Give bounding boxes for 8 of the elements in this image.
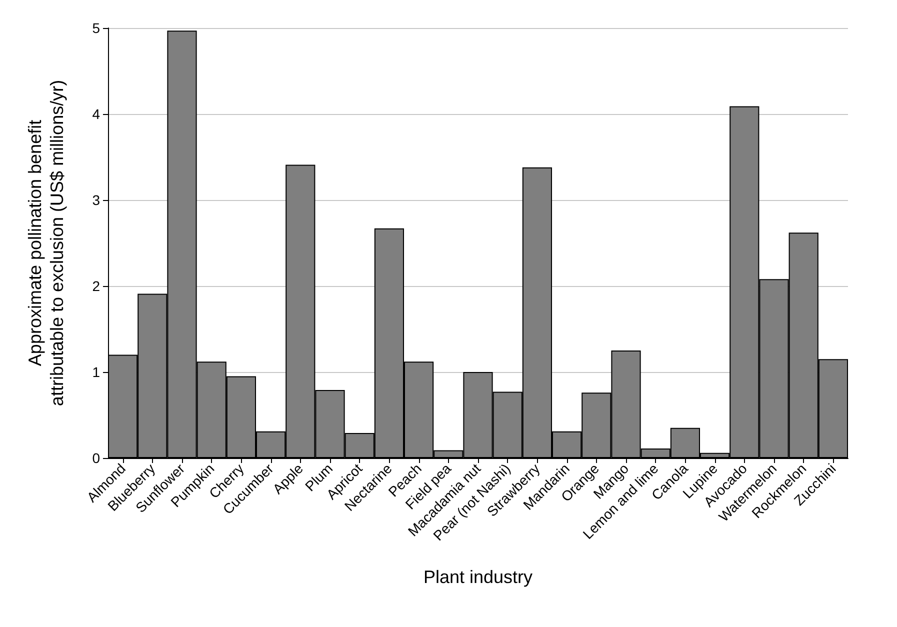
y-axis-title: Approximate pollination benefit attributable to exclusion (US$ millions/yr) [25,80,67,406]
y-tick-label: 3 [92,192,100,208]
x-axis-title: Plant industry [423,567,533,587]
y-tick-label: 1 [92,364,100,380]
y-tick-label: 2 [92,278,100,294]
y-tick-label: 5 [92,20,100,36]
y-tick-label: 0 [92,450,100,466]
y-tick-label: 4 [92,106,100,122]
